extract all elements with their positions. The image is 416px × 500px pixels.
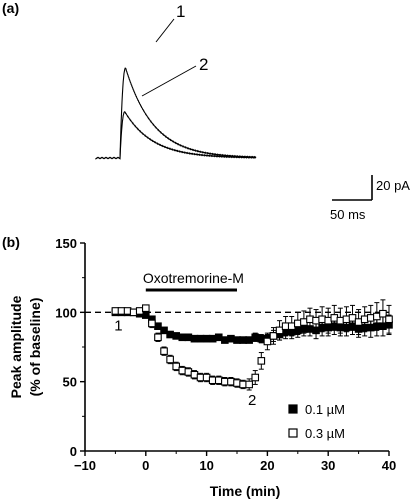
legend-marker-filled bbox=[288, 404, 298, 414]
data-point bbox=[178, 366, 187, 375]
trace-label-1: 1 bbox=[176, 2, 185, 21]
y-axis-title-line1: Peak amplitude bbox=[8, 295, 24, 398]
y-tick-label: 150 bbox=[55, 236, 77, 251]
legend-label: 0.1 µM bbox=[305, 402, 345, 417]
x-tick-label: −10 bbox=[74, 458, 96, 473]
data-point bbox=[178, 333, 187, 342]
data-point bbox=[208, 334, 217, 343]
data-point bbox=[287, 322, 296, 331]
data-point bbox=[142, 311, 150, 319]
data-point bbox=[245, 336, 253, 344]
data-point bbox=[214, 333, 223, 342]
data-point bbox=[111, 307, 120, 315]
data-point bbox=[160, 347, 168, 355]
data-point bbox=[196, 334, 205, 343]
data-point bbox=[251, 333, 260, 342]
trace-label-2: 2 bbox=[199, 55, 208, 74]
data-point bbox=[117, 307, 126, 315]
data-point bbox=[239, 380, 247, 389]
data-point bbox=[202, 334, 211, 343]
data-point bbox=[318, 315, 326, 324]
drug-label: Oxotremorine-M bbox=[143, 270, 244, 286]
y-tick-label: 50 bbox=[63, 375, 77, 390]
data-point bbox=[239, 336, 247, 344]
data-point bbox=[306, 315, 314, 324]
y-axis-title-line2: (% of baseline) bbox=[27, 298, 43, 397]
data-point bbox=[227, 334, 235, 343]
x-tick-label: 30 bbox=[321, 458, 335, 473]
trace-1 bbox=[95, 67, 257, 160]
data-point bbox=[148, 319, 156, 328]
leader-line-2 bbox=[141, 65, 197, 97]
data-point bbox=[154, 322, 162, 331]
x-tick-label: 20 bbox=[260, 458, 274, 473]
y-tick-label: 100 bbox=[55, 305, 77, 320]
x-tick-label: 40 bbox=[382, 458, 396, 473]
data-point bbox=[184, 333, 193, 342]
scale-bar-amplitude-label: 20 pA bbox=[376, 178, 410, 193]
panel-a-traces: 1 2 20 pA 50 ms bbox=[95, 2, 410, 222]
data-point bbox=[348, 314, 357, 322]
data-point bbox=[160, 326, 168, 335]
data-point bbox=[263, 337, 272, 346]
series-open bbox=[111, 299, 393, 391]
annotation-2: 2 bbox=[248, 392, 256, 409]
data-point bbox=[233, 379, 241, 387]
data-point bbox=[190, 370, 199, 379]
data-point bbox=[221, 377, 229, 386]
data-point bbox=[202, 373, 211, 382]
x-tick-label: 0 bbox=[142, 458, 149, 473]
data-point bbox=[330, 314, 339, 322]
data-point bbox=[366, 314, 375, 322]
data-point bbox=[257, 334, 266, 343]
data-point bbox=[208, 376, 217, 385]
trace-2 bbox=[95, 111, 257, 160]
data-point bbox=[300, 318, 308, 326]
data-point bbox=[227, 377, 235, 386]
data-point bbox=[354, 318, 363, 326]
data-point bbox=[342, 315, 351, 324]
data-point bbox=[166, 355, 174, 364]
data-point bbox=[245, 380, 253, 389]
data-point bbox=[233, 336, 241, 344]
data-point bbox=[373, 312, 381, 321]
data-point bbox=[360, 315, 369, 324]
data-point bbox=[257, 357, 266, 365]
data-point bbox=[184, 368, 193, 376]
data-point bbox=[123, 307, 132, 315]
data-point bbox=[172, 332, 180, 340]
data-point bbox=[269, 332, 278, 340]
data-point bbox=[293, 319, 302, 328]
panel-b-label: (b) bbox=[2, 234, 20, 250]
data-point bbox=[214, 376, 223, 385]
data-point bbox=[142, 304, 150, 312]
x-axis-title: Time (min) bbox=[210, 483, 281, 499]
data-point bbox=[379, 309, 387, 318]
data-point bbox=[336, 316, 345, 325]
legend-marker-open bbox=[288, 428, 298, 438]
data-point bbox=[135, 307, 144, 315]
annotation-1: 1 bbox=[114, 317, 122, 334]
data-point bbox=[312, 316, 320, 325]
data-point bbox=[324, 316, 333, 325]
data-point bbox=[190, 334, 199, 343]
x-tick-label: 10 bbox=[199, 458, 213, 473]
panel-a-label: (a) bbox=[2, 0, 19, 16]
leader-line-1 bbox=[155, 18, 175, 43]
data-point bbox=[154, 333, 162, 342]
data-point bbox=[281, 322, 290, 331]
scale-bar-time-label: 50 ms bbox=[330, 207, 366, 222]
data-point bbox=[251, 373, 260, 382]
y-tick-label: 0 bbox=[70, 444, 77, 459]
data-point bbox=[166, 330, 174, 339]
data-point bbox=[196, 373, 205, 382]
legend-label: 0.3 µM bbox=[305, 426, 345, 441]
data-point bbox=[385, 315, 393, 324]
data-point bbox=[275, 326, 284, 335]
data-point bbox=[221, 336, 229, 344]
data-point bbox=[129, 308, 138, 317]
data-point bbox=[172, 362, 180, 371]
